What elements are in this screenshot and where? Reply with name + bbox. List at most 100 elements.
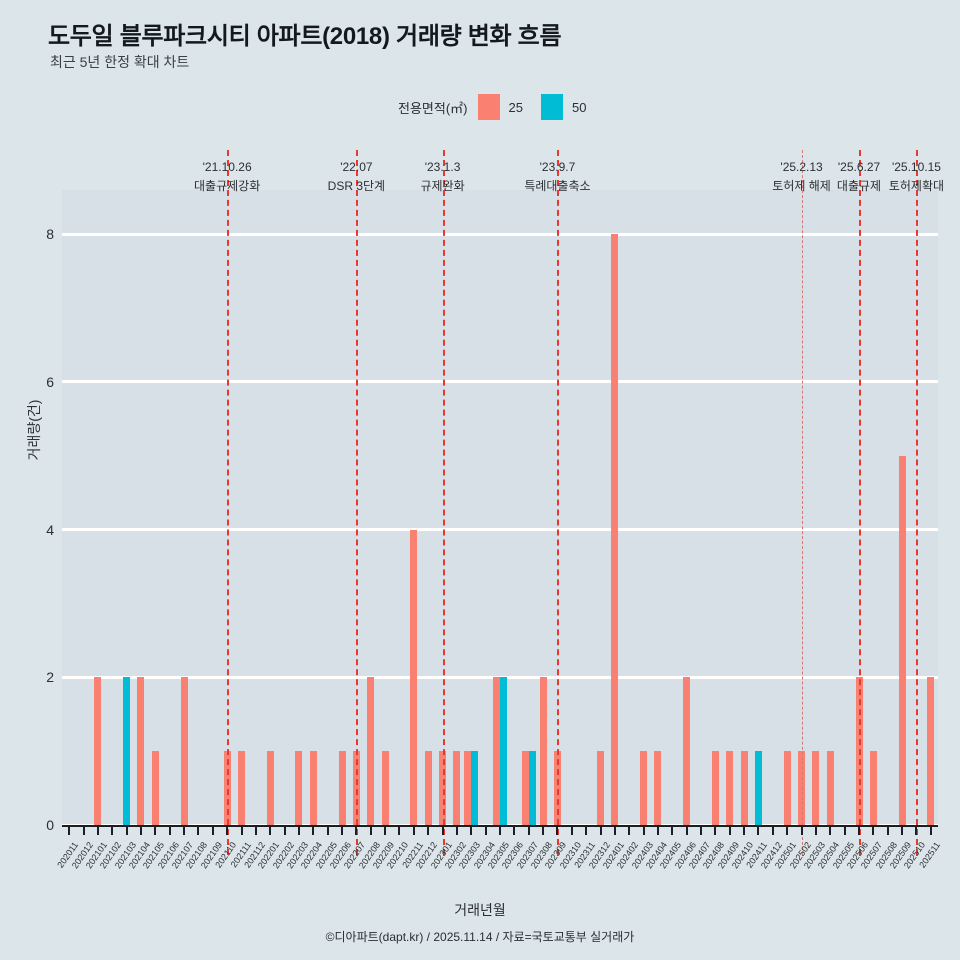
x-tick (886, 825, 889, 835)
x-tick (355, 825, 358, 835)
bar-25[interactable] (424, 751, 432, 825)
x-tick (642, 825, 645, 835)
x-tick (757, 825, 760, 835)
x-tick (656, 825, 659, 835)
bar-25[interactable] (521, 751, 529, 825)
x-tick (901, 825, 904, 835)
y-tick-label: 2 (46, 669, 54, 686)
bar-25[interactable] (410, 529, 418, 825)
x-axis-title: 거래년월 (454, 902, 506, 918)
bar-25[interactable] (539, 677, 547, 825)
x-tick (513, 825, 516, 835)
x-tick (226, 825, 229, 835)
bar-25[interactable] (640, 751, 648, 825)
x-tick (297, 825, 300, 835)
gridline (62, 675, 938, 679)
x-tick (240, 825, 243, 835)
bar-25[interactable] (180, 677, 188, 825)
x-tick (111, 825, 114, 835)
bar-25[interactable] (453, 751, 461, 825)
bar-25[interactable] (367, 677, 375, 825)
x-tick (211, 825, 214, 835)
x-tick (499, 825, 501, 835)
y-tick-label: 0 (46, 817, 54, 833)
x-tick (68, 825, 71, 835)
bar-25[interactable] (238, 751, 245, 825)
x-tick (872, 825, 875, 835)
bar-25[interactable] (812, 751, 820, 825)
bar-25[interactable] (94, 677, 102, 825)
bar-25[interactable] (898, 455, 906, 825)
chart-footer: ©디아파트(dapt.kr) / 2025.11.14 / 자료=국토교통부 실… (325, 930, 635, 944)
plot-area (62, 190, 938, 827)
bar-25[interactable] (137, 677, 145, 825)
x-tick (197, 825, 200, 835)
x-tick (858, 825, 861, 835)
x-tick (154, 825, 157, 835)
annotation-date: '25.2.13 (780, 160, 823, 174)
x-tick (470, 825, 473, 835)
bar-25[interactable] (654, 751, 662, 825)
x-tick (484, 825, 487, 835)
chart-title: 도두일 블루파크시티 아파트(2018) 거래량 변화 흐름 (48, 23, 562, 50)
x-tick (283, 825, 286, 835)
bar-25[interactable] (869, 751, 877, 825)
x-tick (743, 825, 746, 835)
bar-50[interactable] (500, 677, 507, 825)
bar-25[interactable] (726, 751, 734, 825)
x-tick (369, 825, 372, 835)
annotation-date: '25.10.15 (891, 160, 941, 174)
annotation-label: '22.07 DSR 3단계 (328, 158, 385, 196)
x-tick (585, 825, 588, 835)
x-tick (613, 825, 616, 835)
x-tick (700, 825, 703, 835)
legend-label-25: 25 (508, 99, 523, 115)
bar-25[interactable] (464, 751, 472, 825)
legend-swatch-50[interactable] (540, 94, 563, 120)
legend-title: 전용면적(㎡) (398, 100, 468, 116)
bar-25[interactable] (597, 751, 605, 825)
x-tick (183, 825, 186, 835)
bar-25[interactable] (711, 751, 719, 825)
bar-25[interactable] (151, 751, 159, 825)
y-axis-labels: 0 2 4 6 8 (0, 190, 54, 833)
bar-25[interactable] (783, 751, 791, 825)
bar-25[interactable] (740, 751, 748, 825)
x-tick (398, 825, 401, 835)
annotation-label: '25.2.13 토허제 해제 (772, 158, 831, 196)
bar-25[interactable] (493, 677, 500, 825)
bar-50[interactable] (528, 751, 536, 825)
x-tick (412, 825, 415, 835)
y-tick-label: 8 (46, 226, 54, 243)
legend-swatch-25[interactable] (477, 94, 500, 120)
x-tick (168, 825, 171, 835)
annotation-text: 대출규제강화 (194, 179, 261, 193)
bar-50[interactable] (123, 677, 131, 825)
bar-25[interactable] (381, 751, 389, 825)
x-tick (125, 825, 128, 835)
x-tick (312, 825, 315, 835)
legend-label-50: 50 (571, 99, 587, 115)
annotation-label: '25.6.27 대출규제 (837, 158, 881, 196)
annotation-label: '23.9.7 특례대출축소 (524, 158, 590, 196)
annotation-text: 토허제확대 (888, 179, 945, 193)
annotation-line (859, 150, 862, 855)
annotation-date: '23.1.3 (424, 160, 461, 174)
bar-50[interactable] (754, 751, 762, 825)
bar-50[interactable] (471, 751, 479, 825)
gridline (62, 528, 938, 532)
bar-25[interactable] (683, 677, 691, 825)
bar-25[interactable] (826, 751, 834, 825)
bar-25[interactable] (338, 751, 346, 825)
annotation-date: '21.10.26 (202, 160, 252, 174)
x-tick (771, 825, 774, 835)
annotation-text: 대출규제 (836, 179, 882, 193)
bar-25[interactable] (927, 677, 935, 825)
bar-25[interactable] (611, 234, 619, 825)
bar-25[interactable] (266, 751, 274, 825)
bar-25[interactable] (309, 751, 317, 825)
annotation-text: 규제완화 (420, 179, 465, 193)
gridline (62, 380, 938, 384)
x-tick (671, 825, 674, 835)
bar-25[interactable] (295, 751, 303, 825)
